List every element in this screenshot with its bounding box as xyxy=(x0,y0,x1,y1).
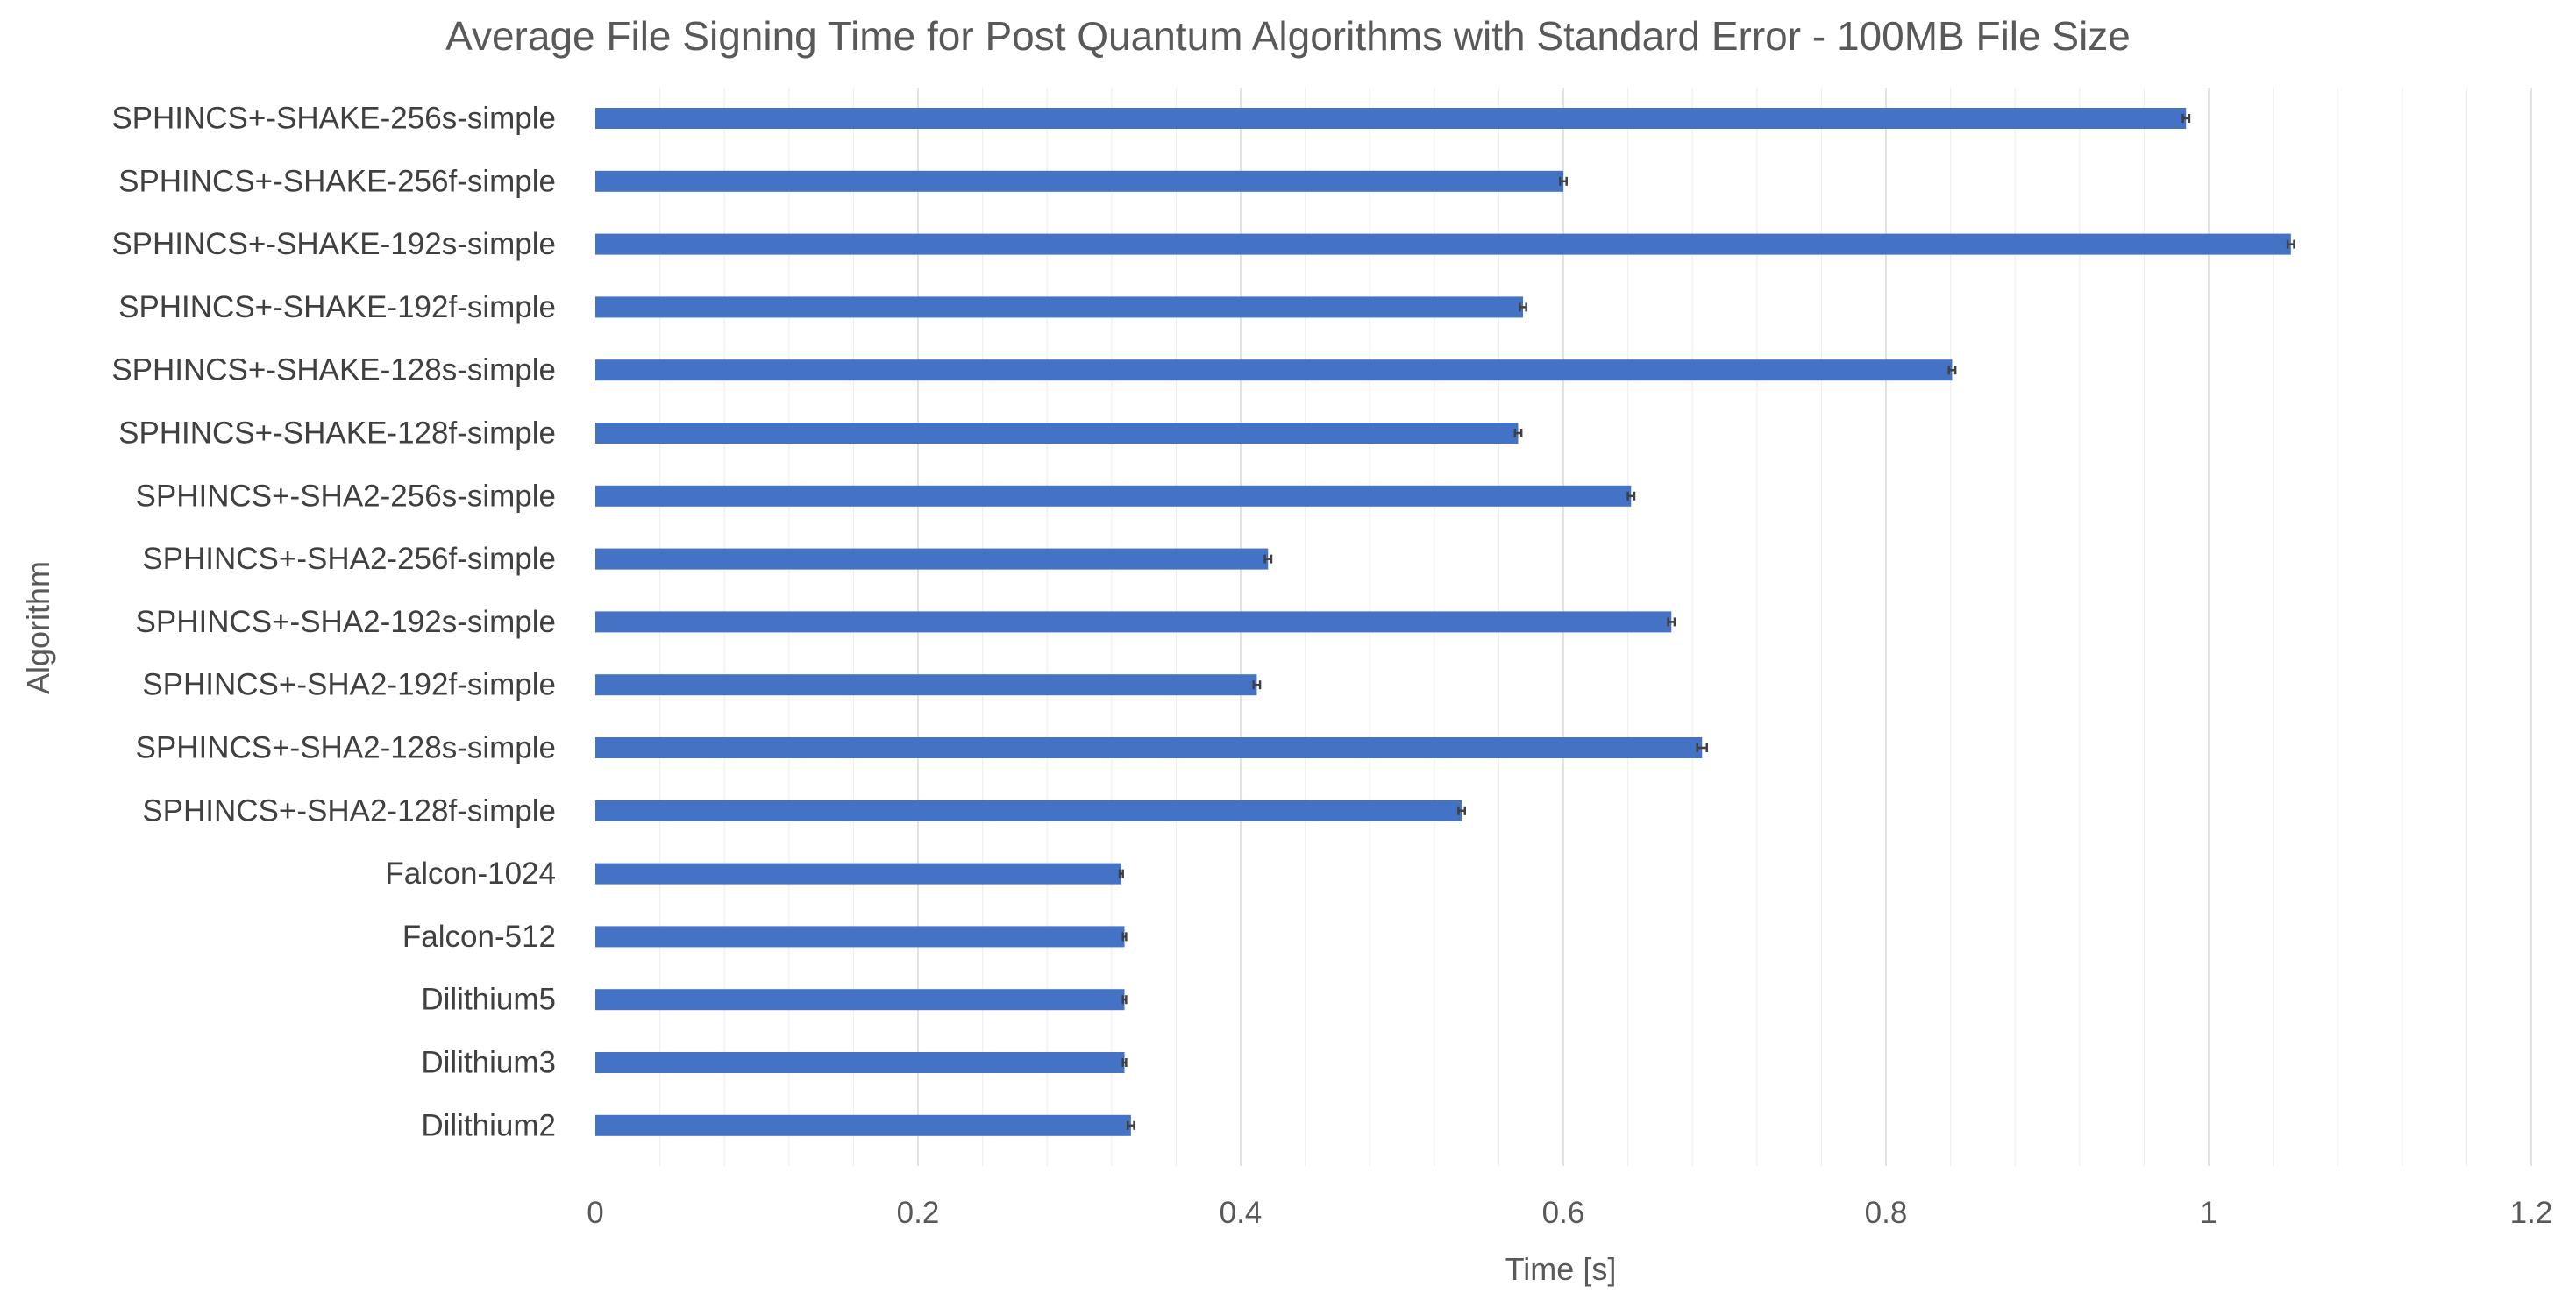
bar xyxy=(595,170,1563,192)
bar xyxy=(595,674,1257,696)
error-bar xyxy=(1126,1120,1135,1130)
category-label: SPHINCS+-SHAKE-128f-simple xyxy=(118,416,556,451)
error-bar xyxy=(1559,176,1568,186)
bar xyxy=(595,233,2291,255)
y-axis-title: Algorithm xyxy=(20,561,56,694)
category-labels: SPHINCS+-SHAKE-256s-simple SPHINCS+-SHAKE… xyxy=(111,102,556,1143)
bar xyxy=(595,611,1672,633)
x-axis-title: Time [s] xyxy=(1505,1251,1617,1287)
category-label: SPHINCS+-SHA2-256f-simple xyxy=(142,542,556,576)
category-label: SPHINCS+-SHAKE-128s-simple xyxy=(111,353,556,387)
x-tick-label: 1.2 xyxy=(2510,1196,2553,1230)
error-bar xyxy=(1696,743,1709,752)
error-bar xyxy=(1121,995,1128,1005)
category-label: SPHINCS+-SHA2-128s-simple xyxy=(136,731,556,765)
bar xyxy=(595,926,1125,948)
bar xyxy=(595,423,1519,444)
error-bar xyxy=(2181,114,2191,123)
x-tick-labels: 0 0.2 0.4 0.6 0.8 1 1.2 xyxy=(587,1196,2552,1230)
error-bar xyxy=(1626,491,1636,501)
bar xyxy=(595,800,1462,821)
error-bar xyxy=(1118,869,1124,878)
category-label: Dilithium3 xyxy=(421,1046,556,1080)
x-tick-label: 0.6 xyxy=(1542,1196,1585,1230)
category-label: SPHINCS+-SHA2-192s-simple xyxy=(136,605,556,639)
category-label: SPHINCS+-SHAKE-256s-simple xyxy=(111,102,556,136)
error-bar xyxy=(1263,554,1273,564)
category-label: Dilithium5 xyxy=(421,983,556,1017)
error-bar xyxy=(1252,680,1262,690)
bar xyxy=(595,108,2187,129)
bar xyxy=(595,1052,1125,1073)
error-bar xyxy=(2286,239,2295,249)
chart-title: Average File Signing Time for Post Quant… xyxy=(445,13,2131,59)
error-bar xyxy=(1667,617,1676,627)
error-bars xyxy=(1118,114,2295,1130)
error-bar xyxy=(1121,1058,1128,1067)
category-label: SPHINCS+-SHA2-192f-simple xyxy=(142,668,556,702)
bar xyxy=(595,485,1632,507)
x-tick-label: 0 xyxy=(587,1196,603,1230)
error-bar xyxy=(1513,429,1523,437)
category-label: SPHINCS+-SHA2-128f-simple xyxy=(142,793,556,828)
error-bar xyxy=(1457,806,1467,815)
error-bar xyxy=(1947,366,1957,375)
bar xyxy=(595,1114,1131,1136)
category-label: SPHINCS+-SHA2-256s-simple xyxy=(136,479,556,513)
error-bar xyxy=(1519,302,1527,312)
category-label: SPHINCS+-SHAKE-192f-simple xyxy=(118,290,556,324)
category-label: Dilithium2 xyxy=(421,1108,556,1142)
category-label: SPHINCS+-SHAKE-192s-simple xyxy=(111,227,556,261)
category-label: SPHINCS+-SHAKE-256f-simple xyxy=(118,164,556,198)
x-tick-label: 0.2 xyxy=(897,1196,940,1230)
bar xyxy=(595,989,1125,1011)
bar xyxy=(595,737,1703,758)
category-label: Falcon-512 xyxy=(402,920,556,954)
error-bar xyxy=(1121,932,1128,942)
x-tick-label: 1 xyxy=(2200,1196,2217,1230)
bar xyxy=(595,863,1121,885)
bar xyxy=(595,359,1953,381)
x-tick-label: 0.4 xyxy=(1220,1196,1263,1230)
bars xyxy=(595,108,2291,1136)
bar xyxy=(595,296,1523,318)
bar xyxy=(595,548,1269,570)
category-label: Falcon-1024 xyxy=(385,857,556,891)
x-tick-label: 0.8 xyxy=(1865,1196,1908,1230)
